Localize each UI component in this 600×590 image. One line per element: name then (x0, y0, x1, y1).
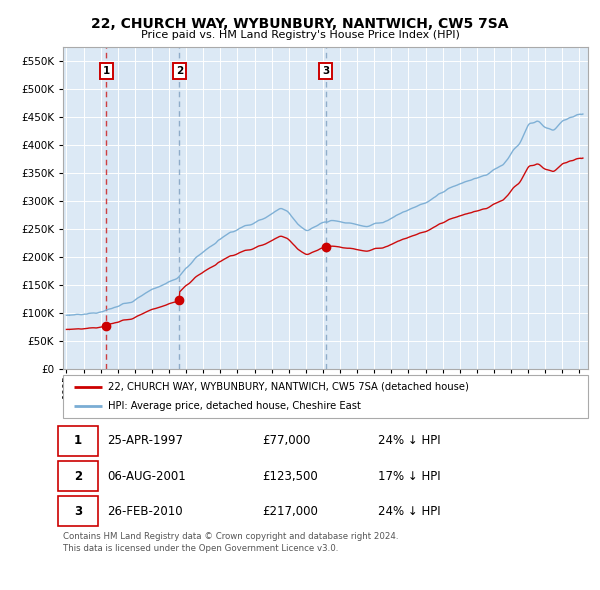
Text: 22, CHURCH WAY, WYBUNBURY, NANTWICH, CW5 7SA: 22, CHURCH WAY, WYBUNBURY, NANTWICH, CW5… (91, 17, 509, 31)
Text: 17% ↓ HPI: 17% ↓ HPI (378, 470, 440, 483)
Bar (106, 47, 179, 369)
Text: 26-FEB-2010: 26-FEB-2010 (107, 504, 183, 517)
FancyBboxPatch shape (58, 461, 98, 491)
Text: Contains HM Land Registry data © Crown copyright and database right 2024.
This d: Contains HM Land Registry data © Crown c… (63, 532, 398, 553)
Text: 3: 3 (74, 504, 82, 517)
FancyBboxPatch shape (58, 426, 98, 456)
Text: 06-AUG-2001: 06-AUG-2001 (107, 470, 187, 483)
FancyBboxPatch shape (58, 496, 98, 526)
Text: £77,000: £77,000 (263, 434, 311, 447)
Text: 22, CHURCH WAY, WYBUNBURY, NANTWICH, CW5 7SA (detached house): 22, CHURCH WAY, WYBUNBURY, NANTWICH, CW5… (107, 382, 469, 392)
Text: 24% ↓ HPI: 24% ↓ HPI (378, 504, 440, 517)
Text: 1: 1 (74, 434, 82, 447)
Text: 25-APR-1997: 25-APR-1997 (107, 434, 184, 447)
Text: £217,000: £217,000 (263, 504, 319, 517)
Text: 24% ↓ HPI: 24% ↓ HPI (378, 434, 440, 447)
Text: 2: 2 (176, 66, 183, 76)
FancyBboxPatch shape (63, 375, 588, 418)
Text: HPI: Average price, detached house, Cheshire East: HPI: Average price, detached house, Ches… (107, 401, 361, 411)
Text: 2: 2 (74, 470, 82, 483)
Text: Price paid vs. HM Land Registry's House Price Index (HPI): Price paid vs. HM Land Registry's House … (140, 30, 460, 40)
Text: 1: 1 (103, 66, 110, 76)
Text: 3: 3 (322, 66, 329, 76)
Text: £123,500: £123,500 (263, 470, 318, 483)
